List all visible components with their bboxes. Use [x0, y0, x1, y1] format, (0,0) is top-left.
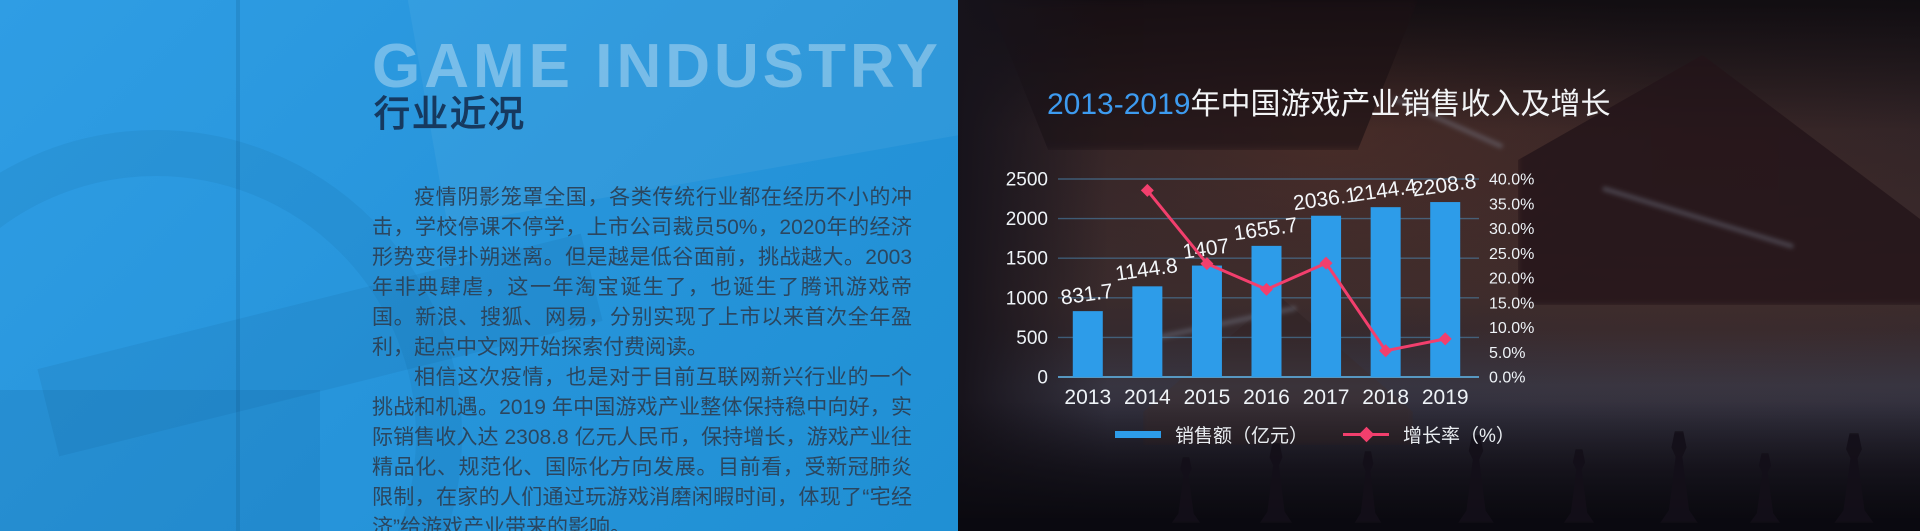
bar-2015 [1191, 265, 1222, 377]
left-axis-tick: 1000 [1006, 288, 1048, 309]
chess-piece-silhouette [1259, 443, 1293, 523]
background-texture [236, 0, 240, 531]
right-axis-tick: 5.0% [1489, 345, 1525, 362]
x-axis-label: 2018 [1362, 386, 1409, 409]
right-axis-tick: 30.0% [1489, 221, 1534, 238]
chess-piece-silhouette [1749, 453, 1781, 523]
line-marker [1438, 332, 1452, 346]
background-art-snow [1601, 185, 1795, 250]
right-axis-tick: 15.0% [1489, 295, 1534, 312]
chess-piece-silhouette [1834, 433, 1874, 523]
x-axis-label: 2017 [1303, 386, 1350, 409]
sales-growth-chart: 2500 2000 1500 1000 500 0 40.0% 35.0% 30.0% 25.0%… [1006, 170, 1535, 410]
bar-2017 [1311, 215, 1342, 377]
legend-item-sales: 销售额（亿元） [1115, 421, 1308, 448]
left-panel: GAME INDUSTRY 行业近况 疫情阴影笼罩全国，各类传统行业都在经历不小… [0, 0, 1098, 531]
left-axis-tick: 0 [1037, 368, 1048, 389]
left-axis-tick: 1500 [1006, 249, 1048, 270]
legend-diamond-marker [1358, 426, 1375, 443]
right-axis-tick: 35.0% [1489, 196, 1534, 213]
section-title: 行业近况 [374, 93, 527, 134]
chess-piece-silhouette [1354, 451, 1382, 523]
bar-2014 [1132, 286, 1163, 377]
chart-title-years: 2013-2019 [1047, 88, 1191, 121]
x-axis-label: 2013 [1064, 386, 1111, 409]
right-axis-tick: 40.0% [1489, 172, 1534, 189]
right-axis-tick: 10.0% [1489, 320, 1534, 337]
x-axis-label: 2015 [1184, 386, 1231, 409]
line-marker [1140, 183, 1154, 197]
bar-2013 [1072, 311, 1103, 377]
line-marker [1319, 256, 1333, 270]
legend-bar-swatch [1115, 431, 1161, 438]
legend-growth-label: 增长率（%） [1403, 426, 1515, 447]
bar-value-label: 2208.8 [1411, 170, 1478, 202]
body-paragraph-2: 相信这次疫情，也是对于目前互联网新兴行业的一个挑战和机遇。2019 年中国游戏产… [372, 366, 912, 531]
watermark-text: GAME INDUSTRY [372, 32, 942, 101]
line-marker [1379, 344, 1393, 358]
line-marker [1260, 282, 1273, 296]
background-art-roof [988, 0, 1418, 150]
growth-line [1146, 189, 1446, 353]
left-axis-tick: 2000 [1006, 209, 1048, 230]
chess-piece-silhouette [1563, 449, 1595, 523]
right-axis-tick: 25.0% [1489, 246, 1534, 263]
x-axis-label: 2014 [1124, 386, 1171, 409]
right-axis-tick: 0.0% [1489, 370, 1525, 387]
left-axis-tick: 500 [1016, 328, 1048, 349]
chart-legend: 销售额（亿元） 增长率（%） [1115, 421, 1515, 448]
chess-piece-silhouette [1458, 435, 1494, 523]
chart-title: 2013-2019年中国游戏产业销售收入及增长 [1047, 86, 1610, 124]
legend-sales-label: 销售额（亿元） [1175, 426, 1309, 447]
bar-2016 [1251, 245, 1282, 377]
background-texture [0, 390, 320, 531]
chess-piece-silhouette [1660, 431, 1698, 523]
body-paragraph-1: 疫情阴影笼罩全国，各类传统行业都在经历不小的冲击，学校停课不停学，上市公司裁员5… [372, 186, 912, 359]
legend-line-swatch [1343, 426, 1390, 443]
bar-2019 [1430, 202, 1461, 377]
chart-title-text: 年中国游戏产业销售收入及增长 [1190, 88, 1611, 121]
bar-value-label: 2036.1 [1292, 183, 1359, 215]
chess-piece-silhouette [1171, 457, 1201, 523]
x-axis-label: 2019 [1422, 386, 1469, 409]
left-axis-tick: 2500 [1006, 170, 1048, 191]
body-text: 疫情阴影笼罩全国，各类传统行业都在经历不小的冲击，学校停课不停学，上市公司裁员5… [372, 183, 912, 531]
bar-value-label: 831.7 [1059, 280, 1114, 310]
x-axis-label: 2016 [1243, 386, 1290, 409]
legend-item-growth: 增长率（%） [1343, 421, 1515, 448]
right-axis-tick: 20.0% [1489, 271, 1534, 288]
